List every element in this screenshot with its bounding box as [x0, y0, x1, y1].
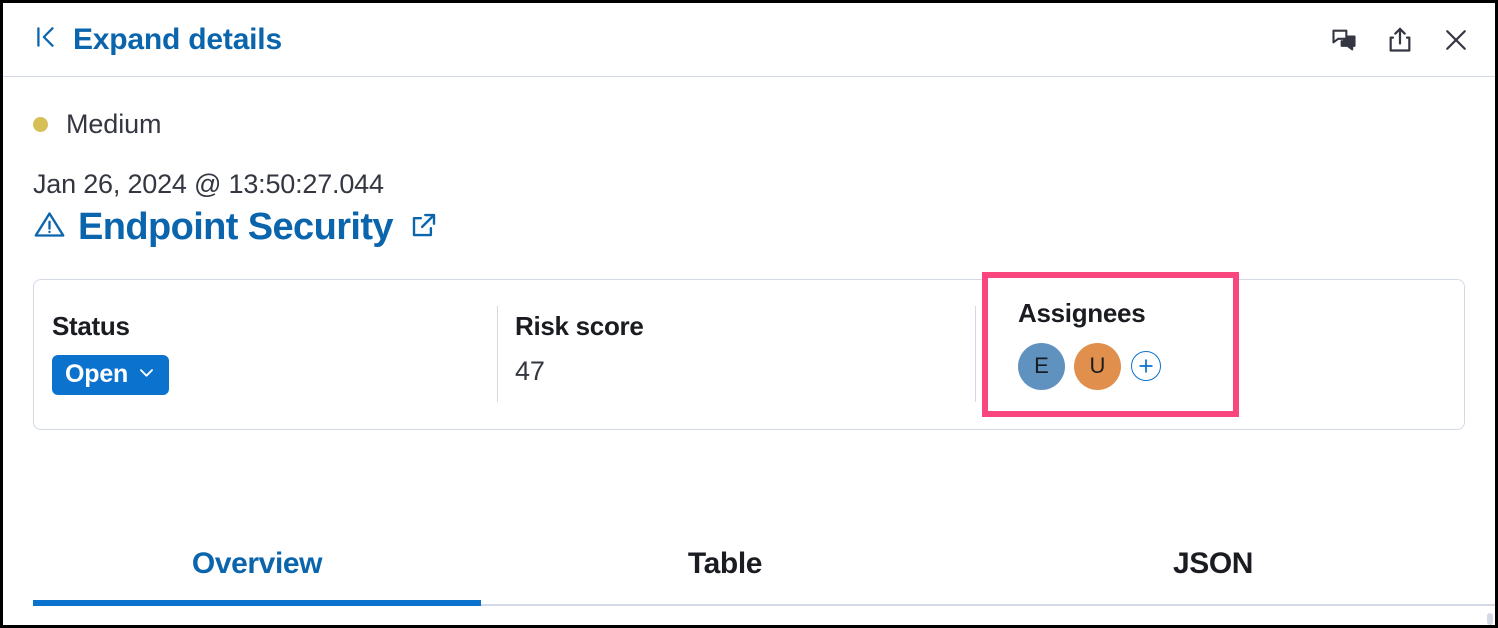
- summary-risk-column: Risk score 47: [497, 280, 975, 429]
- collapse-left-icon[interactable]: [33, 24, 59, 55]
- column-divider: [975, 305, 976, 402]
- status-label: Status: [52, 310, 130, 341]
- flyout-header: Expand details: [3, 3, 1495, 77]
- scrollbar[interactable]: [1487, 613, 1493, 625]
- warning-triangle-icon: [33, 208, 66, 246]
- assignees-highlight-box: Assignees E U: [982, 271, 1239, 417]
- share-icon[interactable]: [1385, 25, 1415, 55]
- page-title: Endpoint Security: [78, 205, 394, 248]
- assignees-label: Assignees: [1018, 297, 1146, 328]
- chevron-down-icon: [137, 360, 156, 389]
- severity-dot-icon: [33, 116, 48, 132]
- summary-status-column: Status Open: [34, 280, 497, 429]
- risk-score-value: 47: [515, 355, 545, 386]
- avatar[interactable]: E: [1018, 342, 1065, 390]
- tab-table[interactable]: Table: [481, 524, 969, 604]
- flyout-body: Medium Jan 26, 2024 @ 13:50:27.044 Endpo…: [3, 77, 1495, 430]
- severity-label: Medium: [66, 108, 162, 139]
- risk-score-label: Risk score: [515, 310, 644, 341]
- summary-panel: Status Open Risk score 47: [33, 271, 1465, 430]
- comments-icon[interactable]: [1329, 25, 1359, 55]
- alert-timestamp: Jan 26, 2024 @ 13:50:27.044: [33, 169, 384, 199]
- tab-json[interactable]: JSON: [969, 524, 1457, 604]
- avatar[interactable]: U: [1074, 342, 1121, 390]
- expand-details-label: Expand details: [73, 22, 282, 56]
- plus-circle-icon[interactable]: [1131, 351, 1161, 382]
- status-dropdown-button[interactable]: Open: [52, 354, 170, 395]
- tab-overview[interactable]: Overview: [33, 524, 481, 606]
- assignee-avatars: E U: [1018, 342, 1233, 390]
- status-value: Open: [65, 360, 129, 389]
- expand-details-button[interactable]: Expand details: [33, 23, 282, 57]
- detail-tabs: Overview Table JSON: [33, 524, 1495, 606]
- column-divider: [497, 305, 498, 402]
- summary-assignees-column: [975, 280, 1464, 429]
- severity-row: Medium: [33, 105, 1465, 143]
- close-icon[interactable]: [1441, 25, 1471, 55]
- header-actions: [1329, 25, 1471, 55]
- external-link-icon[interactable]: [409, 210, 439, 245]
- alert-title-row: Endpoint Security: [33, 206, 1465, 249]
